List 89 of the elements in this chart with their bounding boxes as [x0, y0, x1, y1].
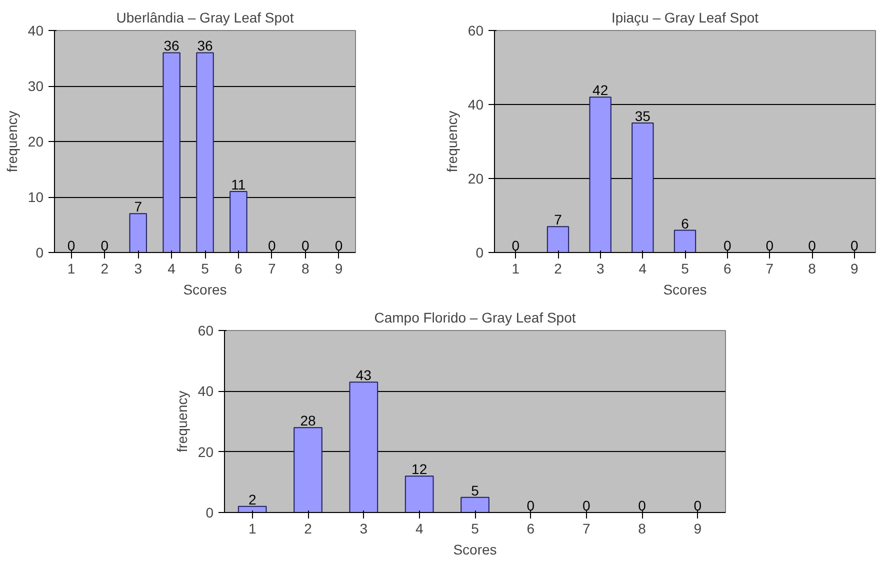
x-tick-label: 9 — [694, 520, 702, 536]
data-label: 0 — [512, 238, 520, 254]
x-tick-label: 6 — [526, 520, 535, 536]
bar — [294, 427, 322, 512]
x-tick-label: 1 — [248, 520, 256, 536]
data-label: 0 — [334, 238, 343, 254]
y-tick-label: 60 — [468, 22, 484, 38]
y-tick-label: 30 — [28, 78, 44, 94]
x-tick-label: 5 — [681, 260, 690, 276]
chart-title: Ipiaçu – Gray Leaf Spot — [611, 10, 759, 26]
y-tick-label: 40 — [468, 96, 484, 112]
chart-title: Campo Florido – Gray Leaf Spot — [374, 310, 576, 326]
x-tick-label: 9 — [334, 260, 343, 276]
data-label: 0 — [638, 498, 646, 514]
data-label: 7 — [554, 212, 562, 228]
x-axis-title: Scores — [453, 542, 497, 558]
bar — [460, 496, 490, 512]
y-axis-title: frequency — [4, 110, 20, 172]
x-tick-label: 6 — [234, 260, 243, 276]
y-tick-label: 0 — [36, 244, 44, 260]
y-tick-label: 20 — [198, 444, 214, 460]
x-tick-label: 5 — [201, 260, 210, 276]
data-label: 0 — [526, 498, 535, 514]
data-label: 0 — [694, 498, 702, 514]
x-tick-label: 3 — [596, 260, 604, 276]
bar — [632, 122, 654, 252]
data-label: 12 — [412, 461, 428, 478]
x-axis-title: Scores — [663, 282, 707, 298]
data-label: 0 — [268, 238, 276, 254]
y-tick-label: 20 — [28, 134, 44, 150]
bar — [589, 96, 612, 252]
bar — [238, 506, 267, 512]
data-label: 6 — [681, 215, 690, 232]
data-label: 43 — [356, 367, 372, 384]
data-label: 0 — [100, 238, 109, 254]
data-label: 28 — [300, 412, 316, 429]
data-label: 0 — [850, 238, 858, 254]
x-tick-label: 4 — [415, 520, 424, 536]
data-label: 0 — [301, 238, 310, 254]
bar — [674, 230, 696, 252]
x-tick-label: 3 — [134, 260, 142, 276]
data-label: 0 — [808, 238, 816, 254]
bar — [196, 52, 214, 252]
data-label: 35 — [634, 108, 651, 124]
x-tick-label: 8 — [808, 260, 816, 276]
y-axis-title: frequency — [444, 110, 460, 172]
data-label: 0 — [766, 238, 774, 254]
data-label: 36 — [197, 38, 213, 54]
data-label: 36 — [164, 38, 180, 54]
x-tick-label: 3 — [360, 520, 368, 536]
data-label: 0 — [582, 498, 590, 514]
data-label: 0 — [67, 238, 76, 254]
x-tick-label: 6 — [723, 260, 732, 276]
x-axis-title: Scores — [183, 282, 227, 298]
bar — [349, 382, 378, 512]
bar — [162, 52, 180, 252]
bar — [404, 476, 434, 512]
y-tick-label: 10 — [28, 189, 44, 205]
chart-title: Uberlândia – Gray Leaf Spot — [116, 10, 294, 26]
x-tick-label: 1 — [67, 260, 76, 276]
x-tick-label: 7 — [766, 260, 774, 276]
x-tick-label: 7 — [268, 260, 276, 276]
x-tick-label: 8 — [638, 520, 646, 536]
y-tick-label: 0 — [476, 244, 484, 260]
y-tick-label: 0 — [206, 504, 214, 520]
x-tick-label: 5 — [471, 520, 480, 536]
y-tick-label: 40 — [198, 383, 214, 400]
y-axis-title: frequency — [174, 390, 190, 452]
data-label: 0 — [723, 238, 732, 254]
x-tick-label: 1 — [512, 260, 520, 276]
x-tick-label: 7 — [582, 520, 590, 536]
x-tick-label: 8 — [301, 260, 310, 276]
y-tick-label: 60 — [198, 322, 214, 338]
x-tick-label: 2 — [100, 260, 109, 276]
bar — [230, 190, 248, 252]
bar — [546, 226, 570, 252]
y-tick-label: 20 — [468, 170, 484, 186]
data-label: 7 — [134, 198, 142, 215]
x-tick-label: 4 — [638, 260, 647, 276]
x-tick-label: 9 — [850, 260, 858, 276]
y-tick-label: 40 — [28, 22, 44, 38]
x-tick-label: 2 — [304, 520, 312, 536]
bar — [129, 213, 147, 252]
data-label: 5 — [471, 482, 480, 498]
x-tick-label: 2 — [554, 260, 562, 276]
data-label: 42 — [592, 82, 608, 98]
data-label: 2 — [248, 491, 256, 508]
data-label: 11 — [231, 176, 246, 192]
x-tick-label: 4 — [168, 260, 176, 276]
